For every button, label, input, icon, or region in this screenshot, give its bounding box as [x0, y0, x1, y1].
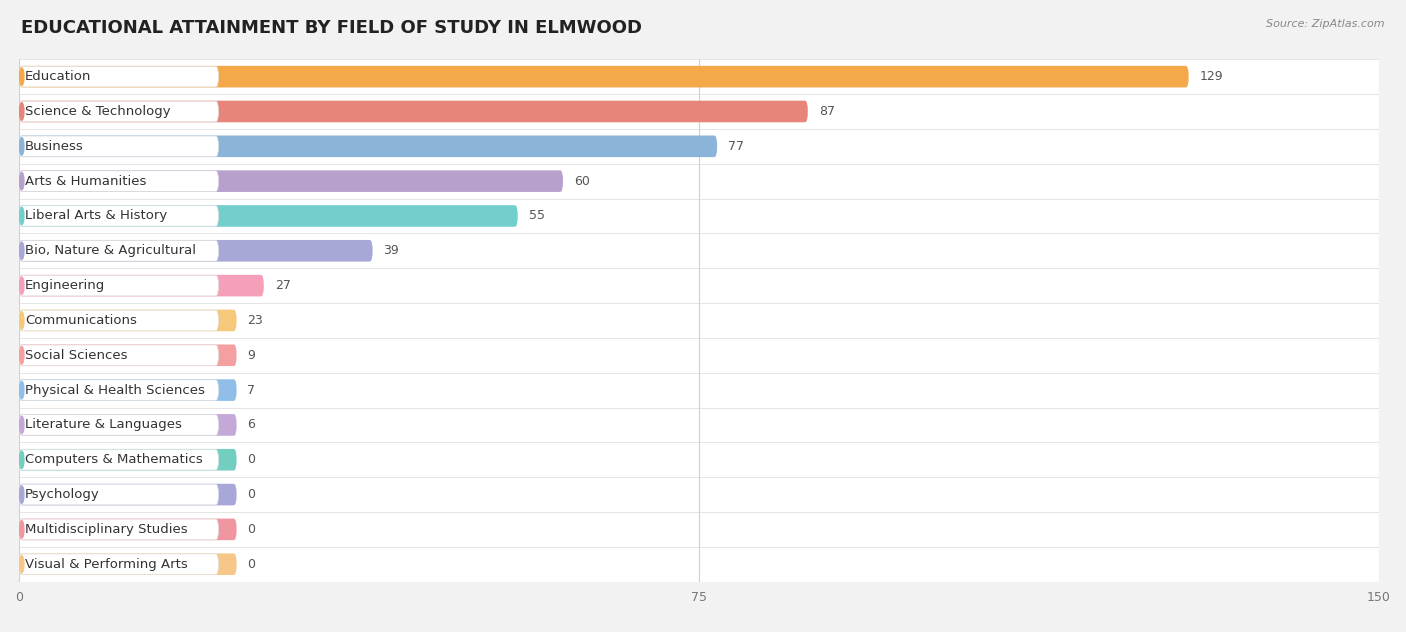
- FancyBboxPatch shape: [20, 449, 218, 470]
- Text: 27: 27: [274, 279, 291, 292]
- FancyBboxPatch shape: [20, 477, 1379, 512]
- Circle shape: [20, 173, 24, 190]
- Text: Liberal Arts & History: Liberal Arts & History: [25, 209, 167, 222]
- Text: 129: 129: [1199, 70, 1223, 83]
- Text: 23: 23: [247, 314, 263, 327]
- Text: 0: 0: [247, 523, 256, 536]
- Text: 39: 39: [384, 245, 399, 257]
- Text: Education: Education: [25, 70, 91, 83]
- FancyBboxPatch shape: [20, 415, 218, 435]
- FancyBboxPatch shape: [20, 414, 236, 435]
- Text: 9: 9: [247, 349, 256, 362]
- FancyBboxPatch shape: [20, 276, 218, 296]
- Text: Visual & Performing Arts: Visual & Performing Arts: [25, 557, 187, 571]
- Circle shape: [20, 416, 24, 434]
- FancyBboxPatch shape: [20, 240, 373, 262]
- Circle shape: [20, 451, 24, 468]
- FancyBboxPatch shape: [20, 275, 264, 296]
- Circle shape: [20, 103, 24, 120]
- Circle shape: [20, 346, 24, 364]
- FancyBboxPatch shape: [20, 554, 218, 574]
- Text: Physical & Health Sciences: Physical & Health Sciences: [25, 384, 205, 397]
- FancyBboxPatch shape: [20, 66, 1188, 87]
- FancyBboxPatch shape: [20, 205, 517, 227]
- FancyBboxPatch shape: [20, 547, 1379, 581]
- Text: Multidisciplinary Studies: Multidisciplinary Studies: [25, 523, 187, 536]
- FancyBboxPatch shape: [20, 483, 236, 506]
- Circle shape: [20, 312, 24, 329]
- FancyBboxPatch shape: [20, 310, 218, 331]
- FancyBboxPatch shape: [20, 100, 808, 122]
- Circle shape: [20, 381, 24, 399]
- FancyBboxPatch shape: [20, 59, 1379, 94]
- Circle shape: [20, 242, 24, 260]
- FancyBboxPatch shape: [20, 135, 717, 157]
- FancyBboxPatch shape: [20, 380, 218, 400]
- FancyBboxPatch shape: [20, 519, 218, 540]
- Text: 0: 0: [247, 488, 256, 501]
- Text: Arts & Humanities: Arts & Humanities: [25, 174, 146, 188]
- Text: Computers & Mathematics: Computers & Mathematics: [25, 453, 202, 466]
- Text: 60: 60: [574, 174, 589, 188]
- Text: Communications: Communications: [25, 314, 136, 327]
- FancyBboxPatch shape: [20, 373, 1379, 408]
- FancyBboxPatch shape: [20, 205, 218, 226]
- FancyBboxPatch shape: [20, 101, 218, 122]
- FancyBboxPatch shape: [20, 66, 218, 87]
- FancyBboxPatch shape: [20, 408, 1379, 442]
- FancyBboxPatch shape: [20, 94, 1379, 129]
- FancyBboxPatch shape: [20, 442, 1379, 477]
- FancyBboxPatch shape: [20, 129, 1379, 164]
- Circle shape: [20, 277, 24, 295]
- FancyBboxPatch shape: [20, 449, 236, 471]
- Circle shape: [20, 138, 24, 155]
- FancyBboxPatch shape: [20, 338, 1379, 373]
- FancyBboxPatch shape: [20, 303, 1379, 338]
- Text: 0: 0: [247, 453, 256, 466]
- Text: Literature & Languages: Literature & Languages: [25, 418, 181, 432]
- Text: 77: 77: [728, 140, 744, 153]
- Circle shape: [20, 556, 24, 573]
- FancyBboxPatch shape: [20, 310, 236, 331]
- FancyBboxPatch shape: [20, 241, 218, 261]
- Circle shape: [20, 521, 24, 538]
- Text: 6: 6: [247, 418, 256, 432]
- Text: 87: 87: [818, 105, 835, 118]
- Circle shape: [20, 68, 24, 85]
- Text: Source: ZipAtlas.com: Source: ZipAtlas.com: [1267, 19, 1385, 29]
- FancyBboxPatch shape: [20, 136, 218, 157]
- FancyBboxPatch shape: [20, 519, 236, 540]
- Text: Science & Technology: Science & Technology: [25, 105, 170, 118]
- Text: Business: Business: [25, 140, 83, 153]
- FancyBboxPatch shape: [20, 344, 236, 366]
- Circle shape: [20, 486, 24, 503]
- Text: Psychology: Psychology: [25, 488, 100, 501]
- Text: 55: 55: [529, 209, 544, 222]
- FancyBboxPatch shape: [20, 512, 1379, 547]
- FancyBboxPatch shape: [20, 345, 218, 365]
- FancyBboxPatch shape: [20, 554, 236, 575]
- Text: 0: 0: [247, 557, 256, 571]
- Circle shape: [20, 207, 24, 225]
- FancyBboxPatch shape: [20, 164, 1379, 198]
- Text: Engineering: Engineering: [25, 279, 105, 292]
- Text: 7: 7: [247, 384, 256, 397]
- FancyBboxPatch shape: [20, 233, 1379, 268]
- FancyBboxPatch shape: [20, 268, 1379, 303]
- FancyBboxPatch shape: [20, 379, 236, 401]
- FancyBboxPatch shape: [20, 171, 218, 191]
- FancyBboxPatch shape: [20, 484, 218, 505]
- Text: Social Sciences: Social Sciences: [25, 349, 128, 362]
- FancyBboxPatch shape: [20, 171, 562, 192]
- Text: Bio, Nature & Agricultural: Bio, Nature & Agricultural: [25, 245, 195, 257]
- Text: EDUCATIONAL ATTAINMENT BY FIELD OF STUDY IN ELMWOOD: EDUCATIONAL ATTAINMENT BY FIELD OF STUDY…: [21, 19, 643, 37]
- FancyBboxPatch shape: [20, 198, 1379, 233]
